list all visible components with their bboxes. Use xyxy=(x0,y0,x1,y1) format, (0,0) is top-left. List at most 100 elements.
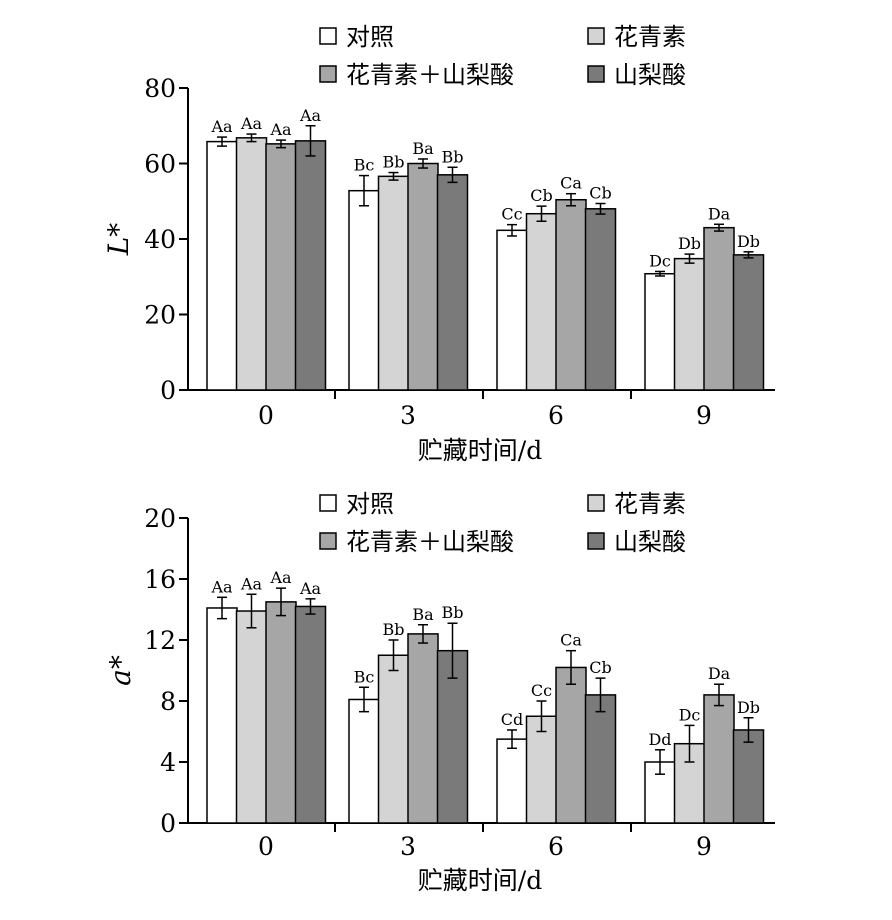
significance-label: Ba xyxy=(412,139,434,158)
chart-panel-l-star: 0 20 40 60 80 0 3 6 9 贮藏时间/d L* Aa Bc Cc Dc Aa Bb Cb Db Aa B… xyxy=(102,23,775,465)
y-tick-label: 16 xyxy=(144,565,176,594)
x-tick-label: 3 xyxy=(400,832,416,861)
significance-label: Bb xyxy=(442,147,464,166)
legend-label: 花青素＋山梨酸 xyxy=(346,61,514,89)
significance-label: Cc xyxy=(501,205,522,224)
significance-label: Ca xyxy=(560,631,582,650)
y-tick-label: 4 xyxy=(160,748,176,777)
y-tick-label: 0 xyxy=(160,809,176,838)
legend-label: 花青素＋山梨酸 xyxy=(346,528,514,556)
bar xyxy=(206,140,238,391)
x-tick-label: 6 xyxy=(548,401,564,430)
y-tick-label: 40 xyxy=(144,225,176,254)
bar xyxy=(703,694,735,824)
bar xyxy=(732,254,765,391)
significance-label: Cd xyxy=(501,710,523,729)
y-tick-label: 0 xyxy=(160,376,176,405)
legend-swatch xyxy=(587,532,605,550)
bar xyxy=(377,175,410,391)
y-tick-label: 80 xyxy=(144,74,176,103)
legend-label: 对照 xyxy=(346,490,394,518)
x-tick-label: 9 xyxy=(696,832,712,861)
legend-label: 花青素 xyxy=(614,23,686,51)
x-axis-title: 贮藏时间/d xyxy=(418,866,542,895)
bar xyxy=(294,605,327,824)
bar xyxy=(206,607,238,824)
chart-panel-a-star: 0 4 8 12 16 20 0 3 6 9 贮藏时间/d a* Aa Bc Cd Dd Aa Bb Cc Dc Aa B… xyxy=(104,490,775,895)
significance-label: Db xyxy=(737,698,760,717)
y-axis-title: a* xyxy=(104,655,137,686)
legend-swatch xyxy=(319,27,337,45)
y-tick-label: 20 xyxy=(144,301,176,330)
bar xyxy=(673,257,706,391)
bar xyxy=(555,666,587,824)
legend-label: 山梨酸 xyxy=(614,528,686,556)
x-tick-label: 3 xyxy=(400,401,416,430)
bar xyxy=(265,601,297,824)
significance-label: Db xyxy=(737,232,760,251)
significance-label: Aa xyxy=(269,120,292,139)
bar xyxy=(584,694,617,824)
x-tick-label: 0 xyxy=(258,832,274,861)
significance-label: Aa xyxy=(210,577,233,596)
bar xyxy=(348,698,380,824)
significance-label: Dc xyxy=(679,705,701,724)
significance-label: Aa xyxy=(299,106,322,125)
legend-label: 对照 xyxy=(346,23,394,51)
bar xyxy=(265,143,297,391)
bar xyxy=(525,212,558,391)
significance-label: Cb xyxy=(530,186,552,205)
bar xyxy=(732,729,765,824)
legend-swatch xyxy=(319,65,337,83)
significance-label: Ba xyxy=(412,605,434,624)
legend-swatch xyxy=(587,65,605,83)
significance-label: Cc xyxy=(531,681,552,700)
bar xyxy=(235,610,268,824)
legend-label: 山梨酸 xyxy=(614,61,686,89)
y-tick-label: 60 xyxy=(144,150,176,179)
legend-swatch xyxy=(319,532,337,550)
legend-swatch xyxy=(319,494,337,512)
significance-label: Dd xyxy=(648,730,671,749)
bar xyxy=(407,162,439,391)
bar xyxy=(294,140,327,391)
y-tick-label: 12 xyxy=(144,626,176,655)
bar xyxy=(525,715,558,824)
x-axis-title: 贮藏时间/d xyxy=(418,436,542,465)
significance-label: Da xyxy=(708,204,731,223)
x-tick-label: 9 xyxy=(696,401,712,430)
y-tick-label: 8 xyxy=(160,687,176,716)
bar xyxy=(496,229,528,391)
significance-label: Da xyxy=(708,664,731,683)
y-tick-label: 20 xyxy=(144,504,176,533)
significance-label: Bc xyxy=(354,667,375,686)
significance-label: Ca xyxy=(560,174,582,193)
significance-label: Bb xyxy=(442,603,464,622)
significance-label: Aa xyxy=(210,117,233,136)
bar xyxy=(377,654,410,824)
bar xyxy=(436,174,469,391)
bar xyxy=(644,272,676,391)
bar xyxy=(584,208,617,391)
significance-label: Aa xyxy=(240,574,263,593)
significance-label: Aa xyxy=(240,114,263,133)
significance-label: Db xyxy=(678,234,701,253)
significance-label: Bc xyxy=(354,156,375,175)
significance-label: Aa xyxy=(299,579,322,598)
bar xyxy=(407,633,439,824)
bar xyxy=(496,738,528,824)
bar xyxy=(436,649,469,824)
y-axis-title: L* xyxy=(102,223,135,257)
significance-label: Bb xyxy=(383,620,405,639)
legend-label: 花青素 xyxy=(614,490,686,518)
bar xyxy=(555,198,587,391)
x-tick-label: 6 xyxy=(548,832,564,861)
bar xyxy=(703,226,735,391)
significance-label: Bb xyxy=(383,153,405,172)
significance-label: Dc xyxy=(649,251,671,270)
bar xyxy=(348,189,380,391)
bar xyxy=(235,137,268,391)
legend-swatch xyxy=(587,494,605,512)
significance-label: Aa xyxy=(269,568,292,587)
